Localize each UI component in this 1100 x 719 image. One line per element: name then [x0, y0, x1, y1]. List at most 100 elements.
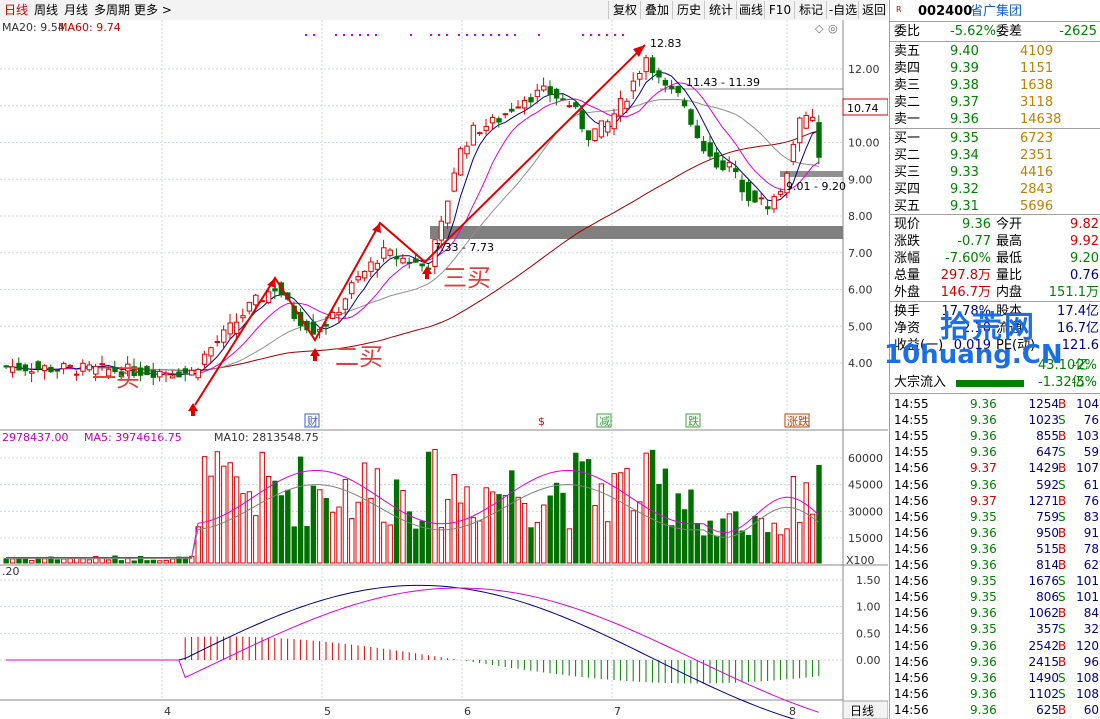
volume-bar	[592, 505, 598, 564]
trade-price: 9.36	[970, 670, 997, 685]
trade-side: B	[1058, 606, 1067, 621]
candle-body	[182, 368, 189, 374]
volume-bar	[566, 528, 573, 564]
event-marker-dividend[interactable]: $	[538, 415, 545, 428]
volume-bar	[16, 557, 22, 564]
buy-level-2[interactable]: 买二 9.34 2351	[890, 148, 1100, 164]
remove-watchlist-button[interactable]: -自选	[826, 1, 859, 19]
sell-level-1[interactable]: 卖一 9.36 14638	[890, 112, 1100, 128]
mark-button[interactable]: 标记	[794, 1, 827, 19]
stat-label: 今开	[996, 217, 1023, 232]
kline-chart-area[interactable]: MA20: 9.54 MA60: 9.74 2978437.00 MA5: 39…	[0, 20, 888, 719]
trade-count: 96	[1083, 654, 1099, 669]
ma20-label: MA20: 9.54	[2, 21, 65, 34]
trade-time: 14:56	[894, 670, 929, 685]
tab-multi-period[interactable]: 多周期	[94, 3, 131, 17]
sell-level-4[interactable]: 卖四 9.39 1151	[890, 61, 1100, 77]
price-tick-label: 9.00	[848, 173, 873, 186]
watermark-title: 拾荒网	[940, 310, 1036, 345]
buy-level-volume: 2351	[1020, 148, 1054, 163]
candle-body	[368, 261, 374, 272]
tab-monthly[interactable]: 月线	[64, 3, 89, 17]
volume-bar	[112, 555, 118, 564]
candle-body	[169, 375, 176, 379]
volume-bar	[374, 468, 381, 564]
event-marker-limit[interactable]: 涨跌	[787, 414, 809, 428]
tab-daily[interactable]: 日线	[4, 3, 29, 17]
settings-icon[interactable]: ◎	[828, 22, 838, 35]
signal-dot	[482, 34, 484, 36]
sell-level-2[interactable]: 卖二 9.37 3118	[890, 95, 1100, 111]
sell-level-label: 卖一	[894, 112, 921, 127]
sell-level-3[interactable]: 卖三 9.38 1638	[890, 78, 1100, 94]
volume-bar	[253, 515, 259, 564]
tab-weekly[interactable]: 周线	[34, 3, 59, 17]
volume-bar	[278, 495, 285, 564]
candle-body	[701, 140, 707, 152]
candle-body	[669, 85, 675, 89]
volume-bar	[265, 476, 272, 564]
f10-button[interactable]: F10	[764, 1, 795, 19]
buy-level-5[interactable]: 买五 9.31 5696	[890, 199, 1100, 215]
volume-bar	[233, 476, 240, 564]
trade-count: 107	[1076, 461, 1099, 476]
buy-level-4[interactable]: 买四 9.32 2843	[890, 182, 1100, 198]
back-button[interactable]: 返回	[858, 1, 889, 19]
sell-level-label: 卖四	[894, 61, 921, 76]
event-marker-fall[interactable]: 跌	[688, 414, 699, 428]
overlay-button[interactable]: 叠加	[640, 1, 673, 19]
candle-body	[758, 197, 765, 200]
volume-bar	[355, 501, 361, 564]
adjust-button[interactable]: 复权	[608, 1, 641, 19]
draw-line-button[interactable]: 画线	[736, 1, 765, 19]
trade-side: B	[1058, 558, 1067, 572]
volume-bar	[291, 526, 297, 564]
candle-body	[240, 315, 246, 319]
signal-dot	[498, 34, 500, 36]
trade-volume: 2542	[1028, 638, 1059, 653]
volume-ma-lines	[6, 469, 820, 560]
candle-body	[329, 312, 336, 319]
event-marker-finance[interactable]: 财	[307, 414, 318, 428]
candle-body	[323, 324, 329, 327]
date-tick-label: 7	[614, 705, 621, 718]
trade-time: 14:56	[894, 574, 929, 589]
volume-bar	[246, 491, 253, 564]
trade-time: 14:56	[894, 461, 929, 476]
volume-bar	[438, 527, 445, 564]
candle-body	[771, 196, 777, 210]
candle-body	[41, 365, 48, 372]
history-button[interactable]: 历史	[672, 1, 705, 19]
macd-label: .20	[2, 565, 20, 578]
trade-side: S	[1058, 509, 1066, 524]
sell-level-label: 卖二	[894, 95, 921, 110]
volume-bar	[169, 558, 176, 564]
candle-body	[406, 261, 413, 264]
trade-side: B	[1058, 702, 1067, 717]
buy-level-1[interactable]: 买一 9.35 6723	[890, 131, 1100, 147]
diamond-icon[interactable]: ◇	[815, 22, 824, 35]
tab-more[interactable]: 更多 >	[134, 3, 172, 17]
kline-chart-svg[interactable]: MA20: 9.54 MA60: 9.74 2978437.00 MA5: 39…	[0, 20, 888, 719]
volume-bar	[105, 559, 112, 564]
candle-body	[566, 105, 573, 108]
candle-body	[477, 132, 483, 135]
stat-label: 内盘	[996, 285, 1023, 300]
volume-tick-label: 15000	[848, 532, 883, 545]
sell-level-volume: 1638	[1020, 78, 1054, 93]
volume-bar	[400, 489, 406, 564]
price-tick-label: 7.00	[848, 247, 873, 260]
volume-bar	[425, 451, 432, 564]
price-tick-label: 6.00	[848, 284, 873, 297]
buy-level-3[interactable]: 买三 9.33 4416	[890, 165, 1100, 181]
volume-bar	[585, 459, 592, 564]
sell-level-5[interactable]: 卖五 9.40 4109	[890, 44, 1100, 60]
trade-time: 14:55	[894, 445, 929, 460]
trade-row: 14:56 9.37 1429 B 107	[890, 460, 1100, 476]
volume-bar	[285, 489, 291, 564]
trade-price: 9.36	[970, 413, 997, 428]
trade-volume: 1254	[1028, 397, 1059, 411]
stats-button[interactable]: 统计	[704, 1, 737, 19]
event-marker-reduce[interactable]: 减	[599, 415, 610, 428]
bottom-period-tab[interactable]: 日线	[850, 704, 874, 718]
